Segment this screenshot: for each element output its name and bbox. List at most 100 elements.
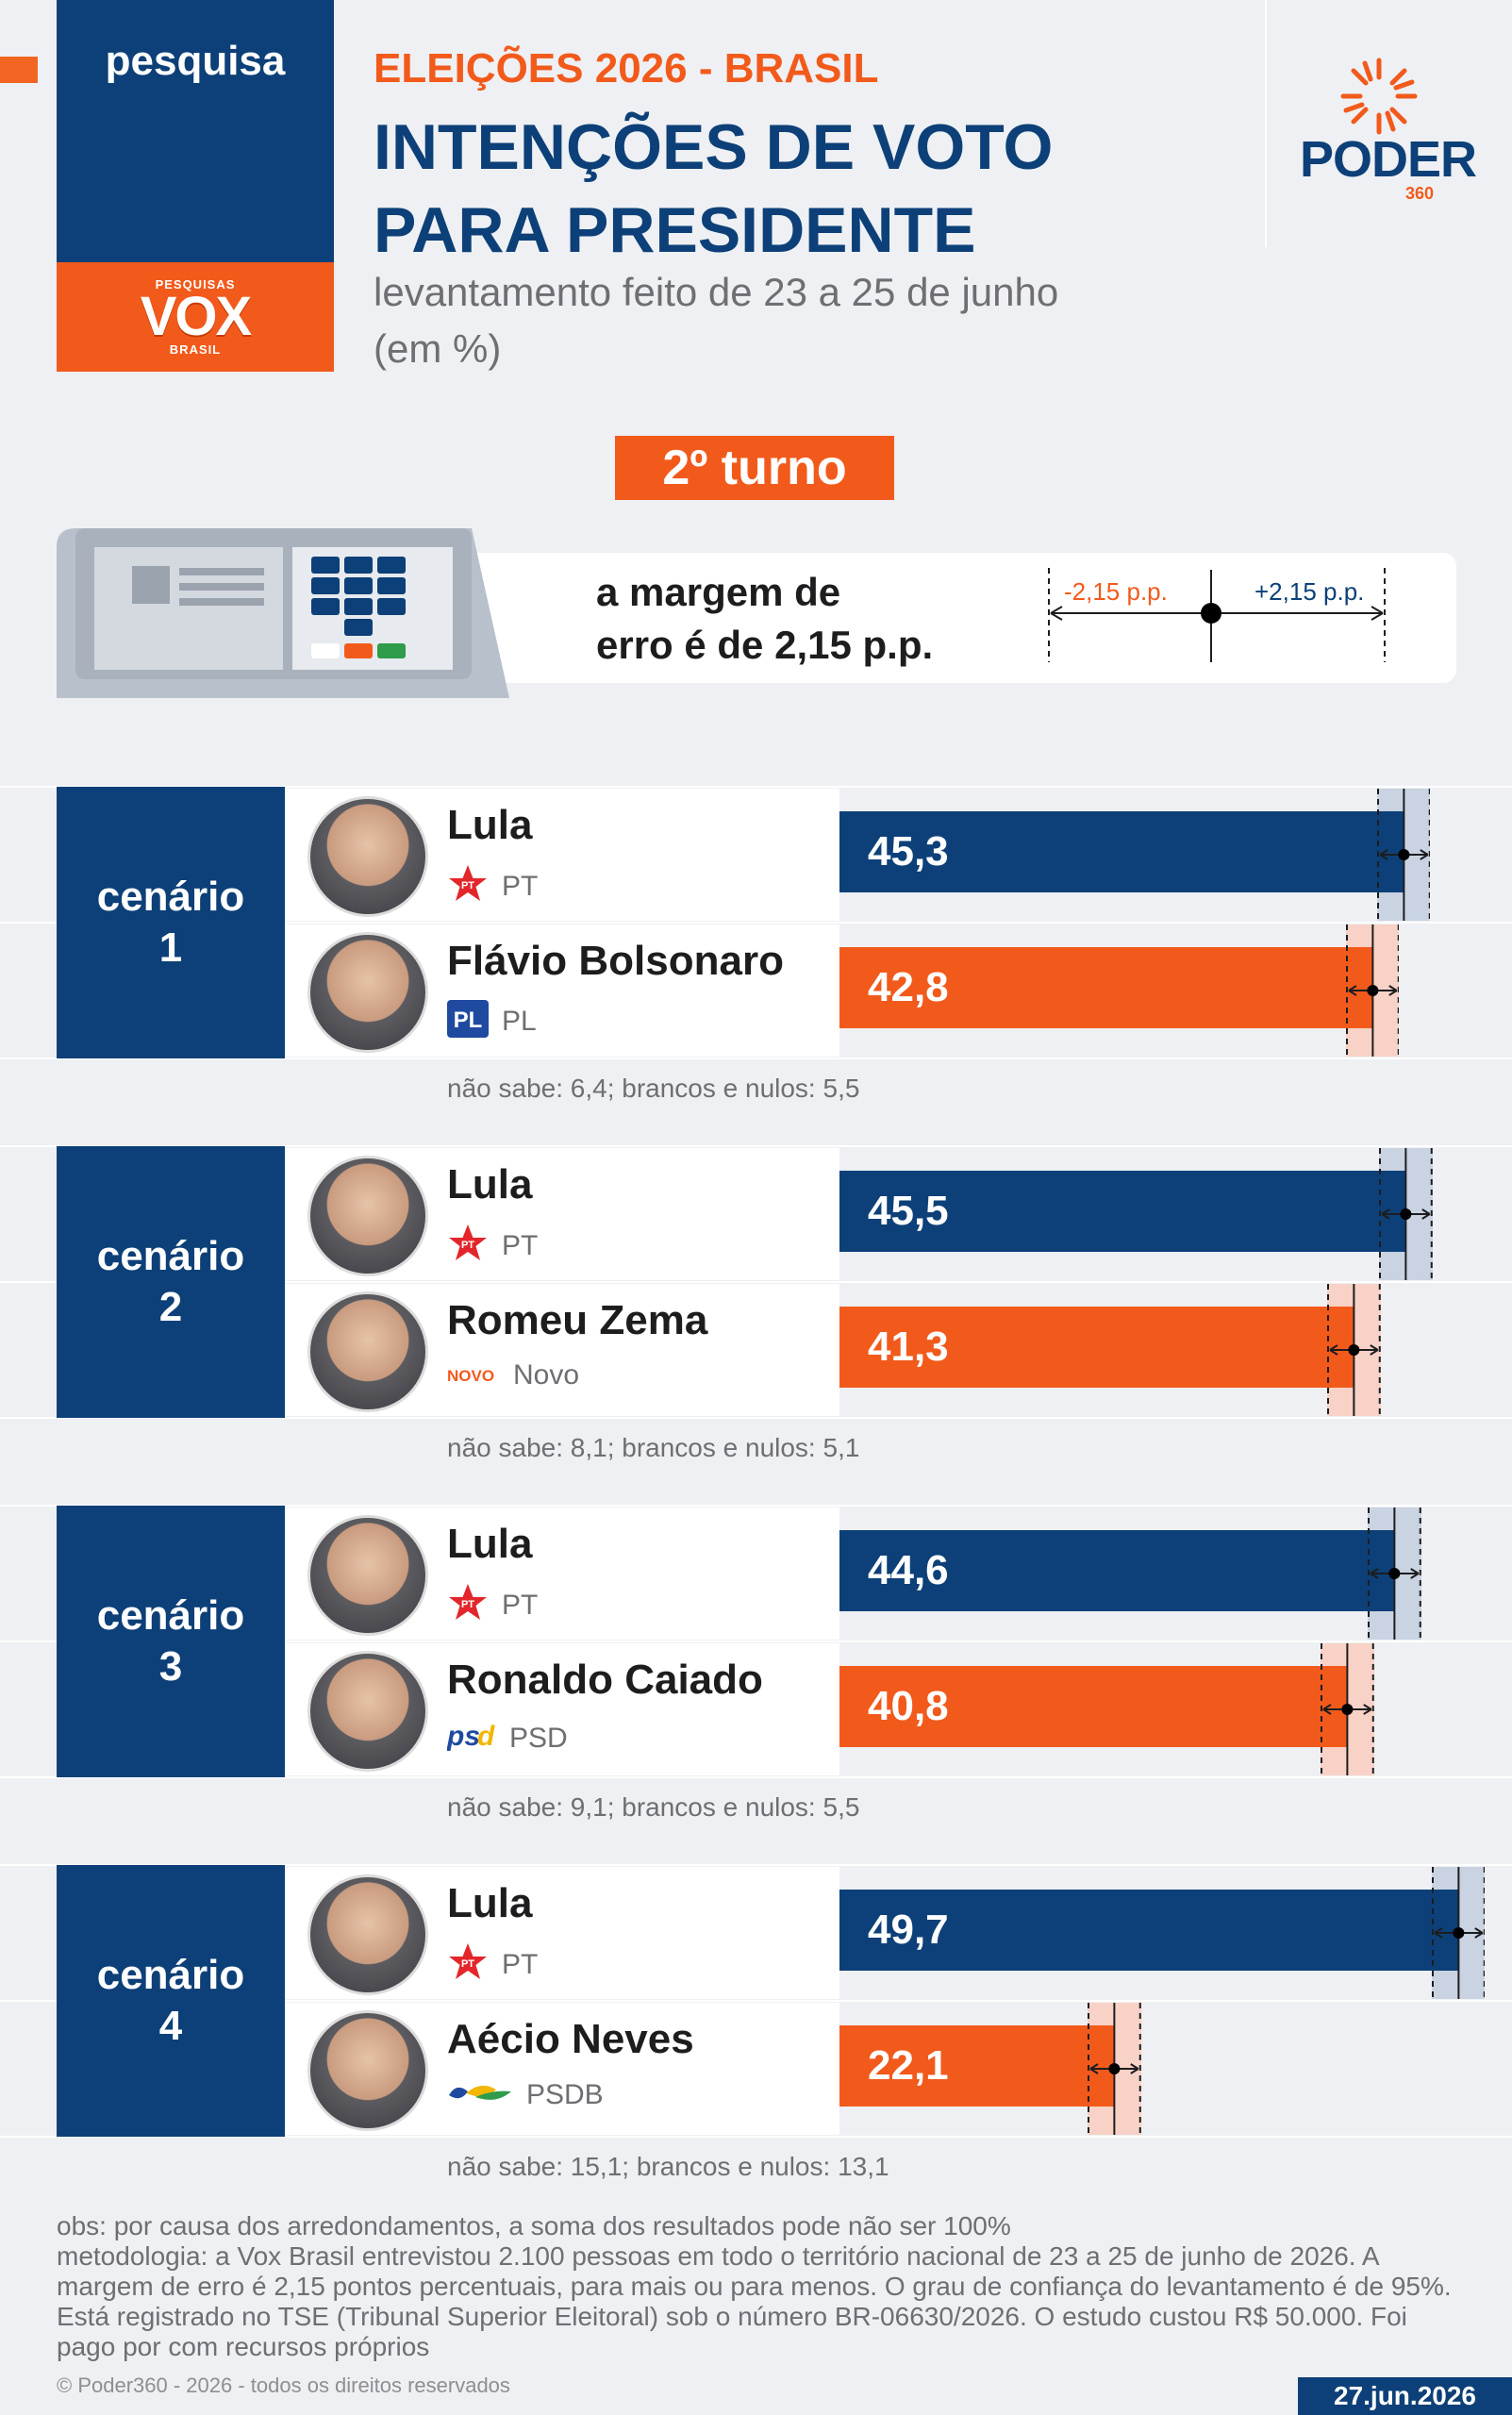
svg-text:PT: PT <box>461 1599 474 1610</box>
party-name: PSD <box>509 1722 568 1754</box>
row-divider <box>0 922 1512 924</box>
scenario-note: não sabe: 9,1; brancos e nulos: 5,5 <box>447 1792 860 1822</box>
pollster-block <box>57 262 334 372</box>
candidate-name: Ronaldo Caiado <box>447 1657 763 1703</box>
row-divider <box>0 1058 1512 1059</box>
bar-value-label: 41,3 <box>868 1324 949 1370</box>
candidate-name: Lula <box>447 1161 533 1208</box>
party-name: PT <box>502 1948 539 1980</box>
candidate-name: Lula <box>447 1880 533 1926</box>
bar <box>839 1666 1348 1747</box>
subtitle: levantamento feito de 23 a 25 de junho (… <box>374 264 1185 377</box>
row-divider <box>0 786 1512 788</box>
scenario-label-word: cenário <box>96 1952 245 1998</box>
bar <box>839 1171 1406 1252</box>
scenario-label-word: cenário <box>96 1233 245 1279</box>
svg-text:NOVO: NOVO <box>447 1367 494 1385</box>
brand-name: PODER <box>1300 131 1477 188</box>
row-divider <box>0 2136 1512 2138</box>
error-bar <box>1368 1507 1422 1640</box>
candidate-photo-avatar <box>307 1651 428 1772</box>
novo-logo-icon: NOVO <box>447 1360 500 1392</box>
scenario-label-1: cenário 1 <box>57 787 285 1058</box>
title-line-1: INTENÇÕES DE VOTO <box>374 111 1054 183</box>
pt-star-icon: PT <box>447 864 489 911</box>
margin-plus-label: +2,15 p.p. <box>1254 577 1365 606</box>
bar <box>839 2025 1115 2107</box>
candidate-party: PT PT <box>447 864 538 911</box>
pl-logo-icon: PL <box>447 1000 489 1045</box>
margin-text-line-2: erro é de 2,15 p.p. <box>596 623 934 667</box>
subtitle-line-1: levantamento feito de 23 a 25 de junho <box>374 270 1059 314</box>
error-bar <box>1321 1643 1374 1775</box>
party-name: PT <box>502 1589 539 1621</box>
row-divider <box>0 1505 1512 1507</box>
scenario-label-number: 4 <box>158 2003 183 2049</box>
svg-text:ps: ps <box>447 1721 480 1752</box>
candidate-party: PL PL <box>447 1000 537 1045</box>
candidate-photo-avatar <box>307 1156 428 1276</box>
row-divider <box>0 1145 1512 1147</box>
candidate-party: PSDB <box>447 2078 604 2114</box>
candidate-party: PT PT <box>447 1224 538 1271</box>
row-divider <box>0 2000 1512 2002</box>
pt-star-icon: PT <box>447 1583 489 1630</box>
party-name: PT <box>502 1229 539 1261</box>
bar-value-label: 49,7 <box>868 1907 949 1953</box>
scenario-label-number: 3 <box>158 1643 183 1690</box>
error-bar <box>1431 1867 1486 1999</box>
candidate-party: PT PT <box>447 1942 538 1990</box>
publish-date: 27.jun.2026 <box>1298 2377 1512 2415</box>
bar <box>839 1307 1354 1388</box>
brand-number: 360 <box>1405 184 1435 203</box>
voting-machine-icon <box>57 528 509 698</box>
bar <box>839 1530 1395 1611</box>
svg-text:PT: PT <box>461 1240 474 1251</box>
title-line-2: PARA PRESIDENTE <box>374 194 976 266</box>
svg-text:PL: PL <box>454 1008 483 1033</box>
party-name: PL <box>502 1005 537 1037</box>
candidate-photo-avatar <box>307 2010 428 2131</box>
svg-text:PT: PT <box>461 880 474 891</box>
footer-obs: obs: por causa dos arredondamentos, a so… <box>57 2211 1011 2240</box>
header-tag: pesquisa <box>105 38 286 84</box>
party-name: PT <box>502 870 539 902</box>
candidate-name: Lula <box>447 1521 533 1567</box>
candidate-photo-avatar <box>307 1291 428 1412</box>
kicker: ELEIÇÕES 2026 - BRASIL <box>374 45 879 92</box>
copyright: © Poder360 - 2026 - todos os direitos re… <box>57 2373 510 2397</box>
margin-diagram <box>1048 568 1386 662</box>
row-divider <box>0 1417 1512 1419</box>
sun-logo-icon <box>1340 58 1418 135</box>
bar <box>839 811 1404 892</box>
scenario-label-word: cenário <box>96 1592 245 1639</box>
bar <box>839 947 1372 1028</box>
party-name: PSDB <box>526 2078 604 2110</box>
pollster-logo: PESQUISAS VOX BRASIL <box>57 262 334 372</box>
scenario-label-4: cenário 4 <box>57 1865 285 2137</box>
bar-value-label: 42,8 <box>868 964 949 1010</box>
row-divider <box>0 1641 1512 1642</box>
bar-value-label: 40,8 <box>868 1683 949 1729</box>
pt-star-icon: PT <box>447 1224 489 1271</box>
scenario-label-2: cenário 2 <box>57 1146 285 1418</box>
psd-logo-icon: ps d <box>446 1719 496 1760</box>
row-divider <box>0 1281 1512 1283</box>
scenario-label-word: cenário <box>96 874 245 920</box>
candidate-photo-avatar <box>307 1515 428 1636</box>
bar <box>839 1890 1459 1971</box>
candidate-name: Lula <box>447 802 533 848</box>
scenario-note: não sabe: 6,4; brancos e nulos: 5,5 <box>447 1074 860 1103</box>
margin-minus-label: -2,15 p.p. <box>1064 577 1168 606</box>
error-bar <box>1376 789 1431 921</box>
row-divider <box>0 1864 1512 1866</box>
round-label: 2º turno <box>615 436 894 500</box>
candidate-photo-avatar <box>307 932 428 1053</box>
subtitle-line-2: (em %) <box>374 326 502 371</box>
candidate-name: Aécio Neves <box>447 2016 694 2062</box>
party-name: Novo <box>513 1359 580 1391</box>
pollster-logo-top: PESQUISAS <box>155 277 236 291</box>
svg-text:d: d <box>477 1721 495 1752</box>
bar-value-label: 45,5 <box>868 1188 949 1234</box>
error-bar <box>1326 1284 1381 1416</box>
